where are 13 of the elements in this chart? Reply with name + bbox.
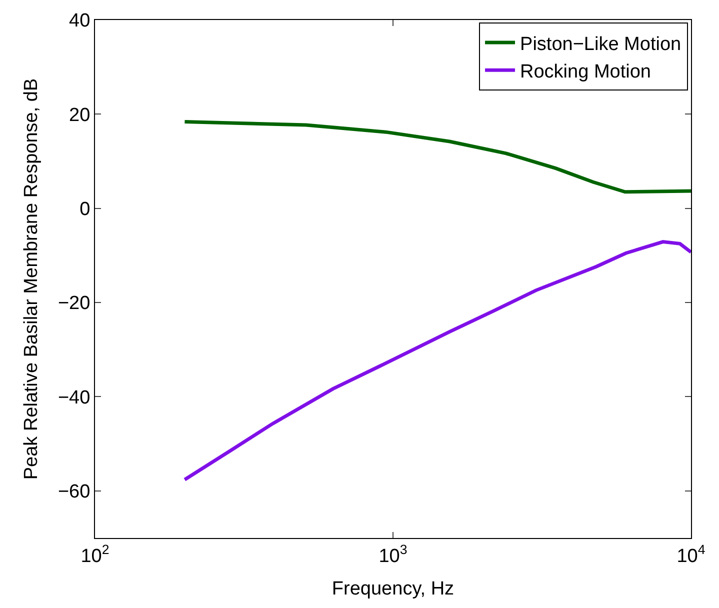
y-tick-label: −20	[58, 293, 90, 314]
y-tick-label: −60	[58, 482, 90, 503]
y-tick-label: 0	[80, 199, 90, 220]
y-tick-label: 40	[69, 10, 90, 32]
legend-label: Rocking Motion	[520, 62, 651, 83]
x-tick-label: 10$^{2}$	[80, 542, 110, 567]
legend-label: Piston−Like Motion	[520, 34, 682, 55]
y-axis-title: Peak Relative Basilar Membrane Response, dB	[20, 78, 42, 480]
y-tick-label: −40	[58, 387, 90, 408]
x-axis-title: Frequency, Hz	[332, 578, 454, 600]
x-tick-label: 10$^{4}$	[676, 542, 706, 567]
y-tick-label: 20	[69, 104, 90, 126]
x-tick-label: 10$^{3}$	[378, 542, 408, 567]
